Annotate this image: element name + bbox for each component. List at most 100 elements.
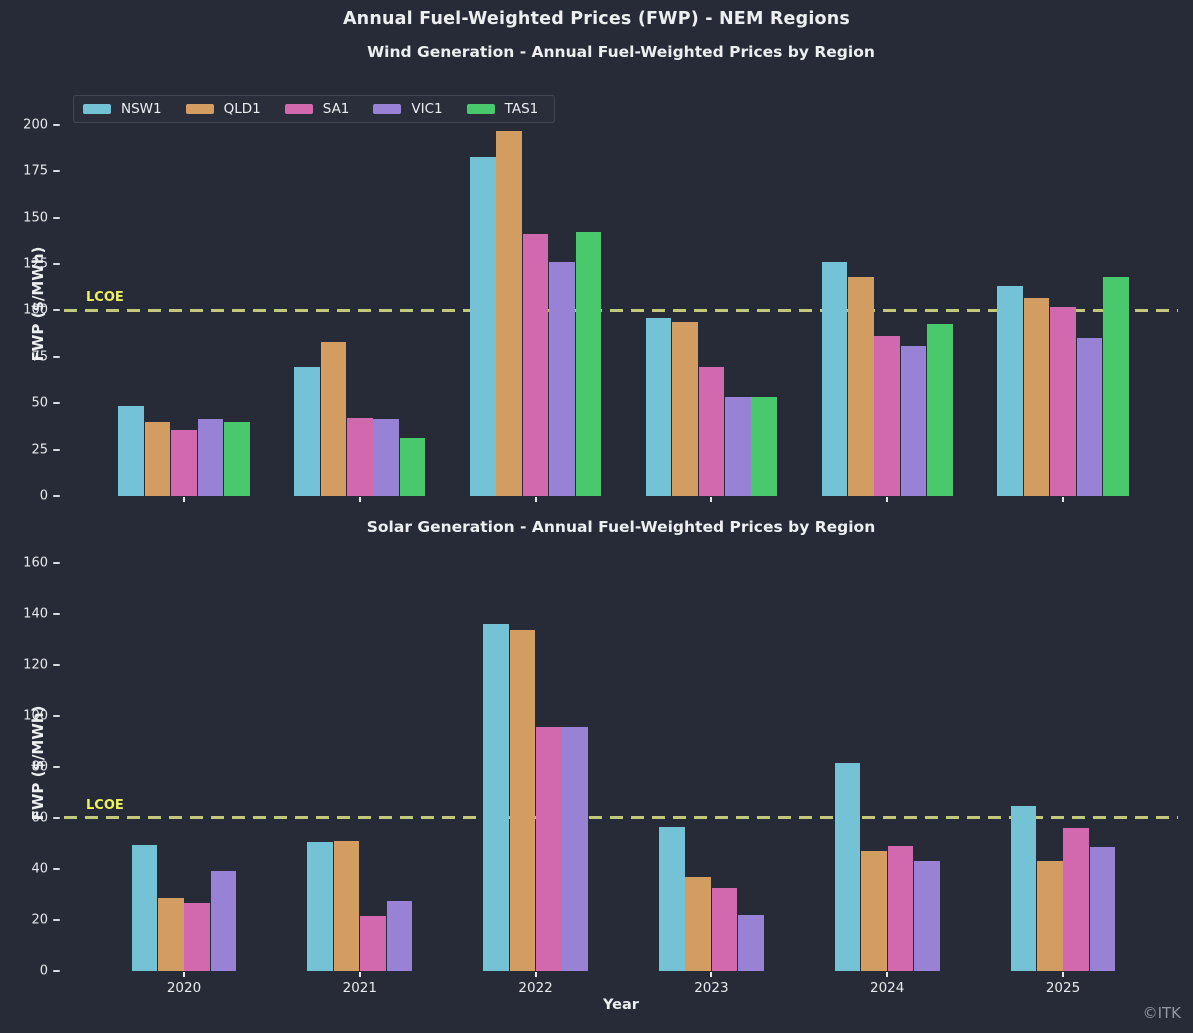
lcoe-line (64, 816, 1178, 820)
y-tick-label: 140 (23, 606, 48, 622)
y-tick-mark (53, 402, 60, 405)
bar-qld1-2022 (509, 630, 536, 971)
legend-swatch-vic1 (373, 104, 402, 114)
y-tick-mark (53, 263, 60, 266)
y-tick-mark (53, 816, 60, 819)
bar-sa1-2025 (1050, 306, 1076, 496)
y-tick-label: 200 (23, 117, 48, 133)
bar-tas1-2025 (1103, 277, 1129, 496)
y-tick-label: 50 (31, 395, 48, 411)
bar-vic1-2025 (1089, 847, 1116, 971)
bar-sa1-2021 (360, 916, 386, 971)
y-tick-label: 0 (39, 488, 48, 504)
x-tick-mark (358, 497, 361, 502)
x-axis-label: Year (603, 997, 639, 1013)
legend-label: NSW1 (121, 101, 162, 117)
x-tick-mark (183, 972, 185, 977)
legend-swatch-tas1 (466, 104, 495, 114)
bar-nsw1-2024 (834, 763, 861, 971)
legend-item-sa1: SA1 (284, 101, 349, 117)
y-tick-mark (53, 448, 60, 451)
x-tick-mark (710, 972, 713, 977)
bar-vic1-2021 (373, 419, 399, 496)
bar-qld1-2020 (158, 898, 184, 971)
x-tick-label: 2023 (694, 980, 729, 996)
bar-sa1-2020 (171, 430, 197, 496)
lcoe-line (64, 308, 1178, 312)
bar-nsw1-2022 (483, 623, 509, 971)
y-tick-mark (53, 216, 60, 219)
bar-tas1-2020 (224, 421, 250, 496)
legend-label: TAS1 (504, 101, 539, 117)
x-tick-label: 2021 (342, 980, 377, 996)
y-tick-label: 0 (39, 963, 48, 979)
y-tick-mark (53, 355, 60, 358)
bar-vic1-2024 (914, 861, 940, 971)
bar-sa1-2024 (887, 845, 914, 971)
lcoe-label: LCOE (86, 290, 124, 306)
bar-nsw1-2023 (645, 317, 672, 496)
bar-qld1-2024 (861, 851, 887, 971)
y-tick-label: 120 (23, 657, 48, 673)
y-tick-label: 100 (23, 302, 48, 318)
bar-vic1-2024 (900, 345, 927, 496)
bar-vic1-2021 (386, 900, 413, 971)
bar-sa1-2022 (522, 233, 549, 496)
bar-vic1-2023 (725, 396, 751, 496)
bar-nsw1-2025 (997, 286, 1023, 496)
bar-sa1-2023 (698, 367, 725, 496)
bar-sa1-2023 (711, 888, 738, 971)
bar-qld1-2023 (685, 876, 711, 971)
watermark: ©ITK (1142, 1004, 1181, 1022)
bar-qld1-2020 (144, 421, 171, 496)
bar-nsw1-2021 (307, 842, 333, 971)
y-tick-mark (53, 663, 60, 666)
x-tick-label: 2020 (166, 980, 202, 996)
bar-nsw1-2023 (659, 826, 685, 971)
bar-tas1-2021 (399, 437, 426, 496)
legend-item-qld1: QLD1 (185, 101, 261, 117)
x-tick-mark (886, 497, 889, 502)
bar-sa1-2025 (1063, 828, 1089, 971)
bar-sa1-2022 (536, 727, 562, 971)
y-tick-mark (53, 561, 60, 564)
bar-tas1-2024 (927, 324, 953, 496)
legend-item-tas1: TAS1 (466, 101, 539, 117)
bar-qld1-2022 (496, 130, 522, 496)
bar-vic1-2020 (197, 419, 224, 496)
bar-tas1-2023 (751, 396, 777, 496)
y-tick-mark (53, 714, 60, 717)
y-tick-label: 175 (23, 163, 48, 179)
legend-label: QLD1 (223, 101, 261, 117)
bar-nsw1-2020 (118, 406, 144, 496)
bar-nsw1-2025 (1010, 806, 1037, 971)
y-tick-label: 125 (23, 256, 48, 272)
bar-qld1-2021 (333, 840, 360, 971)
bar-qld1-2025 (1023, 298, 1050, 496)
bar-tas1-2022 (575, 231, 602, 496)
y-tick-label: 100 (23, 708, 48, 724)
legend: NSW1 QLD1 SA1 VIC1 TAS1 (73, 95, 556, 123)
bar-qld1-2021 (320, 342, 347, 496)
x-tick-label: 2025 (1045, 980, 1081, 996)
y-tick-mark (53, 918, 60, 921)
lcoe-label: LCOE (86, 797, 124, 813)
x-tick-label: 2022 (518, 980, 553, 996)
bar-vic1-2025 (1076, 338, 1103, 496)
bar-sa1-2021 (347, 418, 373, 496)
x-tick-mark (534, 497, 537, 502)
x-tick-mark (1062, 972, 1064, 977)
y-tick-label: 80 (31, 759, 48, 775)
bar-vic1-2022 (562, 727, 588, 971)
bar-qld1-2024 (848, 277, 874, 496)
y-tick-mark (53, 170, 60, 173)
bar-nsw1-2024 (821, 262, 848, 496)
bar-sa1-2024 (874, 336, 900, 496)
wind-chart-title: Wind Generation - Annual Fuel-Weighted P… (367, 43, 875, 61)
bar-vic1-2020 (210, 871, 237, 971)
bar-vic1-2023 (738, 914, 764, 971)
legend-swatch-qld1 (185, 104, 214, 114)
y-tick-mark (53, 123, 60, 126)
bar-nsw1-2020 (131, 844, 158, 971)
